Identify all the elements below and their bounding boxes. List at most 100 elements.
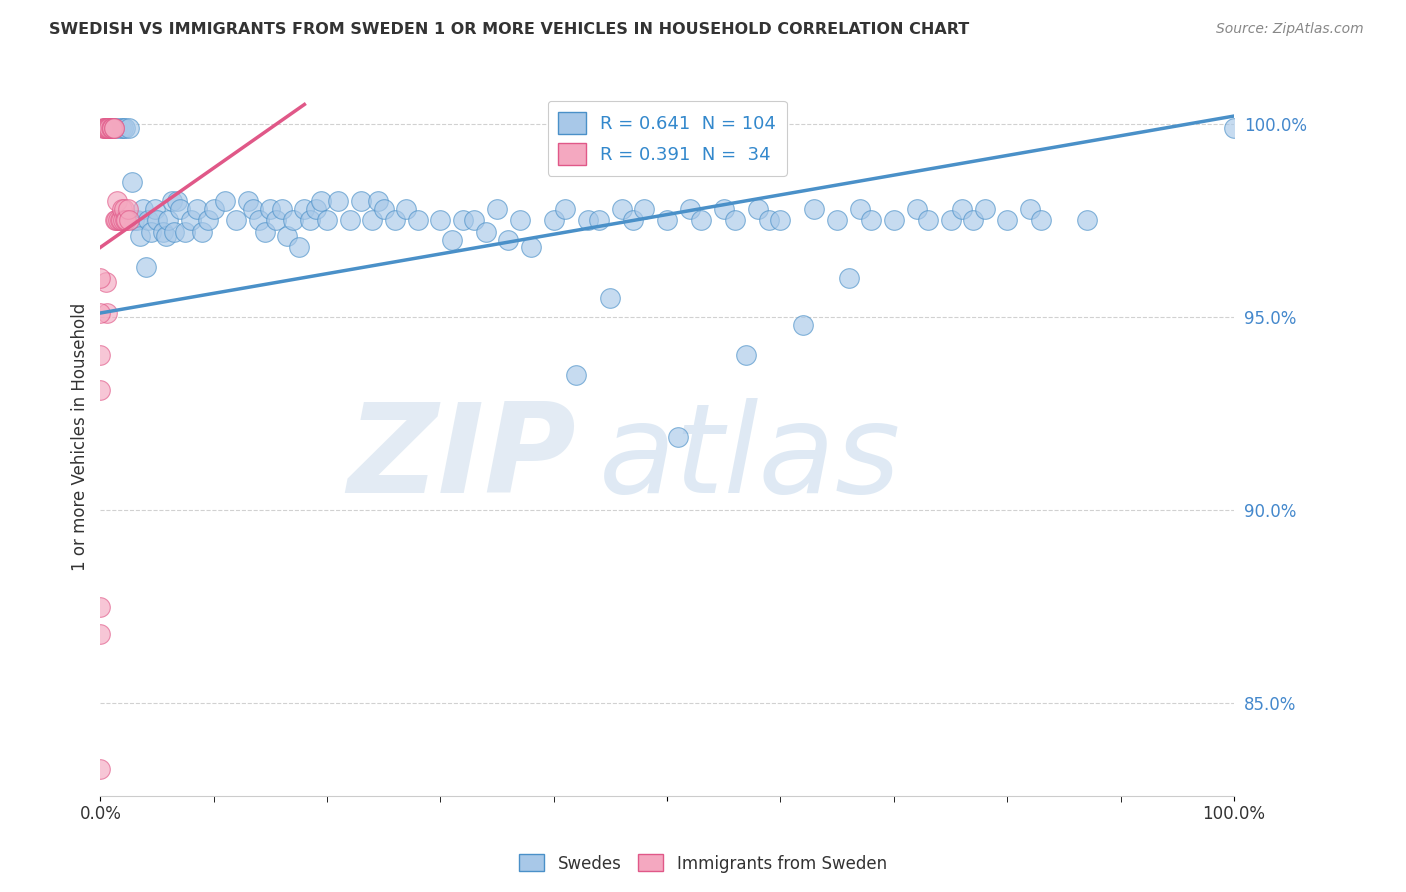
Point: [311, 194, 333, 208]
Point: [114, 213, 136, 227]
Point: [118, 213, 141, 227]
Point: [155, 228, 177, 243]
Point: [91, 120, 114, 135]
Point: [860, 213, 883, 227]
Point: [96, 120, 118, 135]
Point: [129, 228, 152, 243]
Point: [105, 194, 128, 208]
Text: Source: ZipAtlas.com: Source: ZipAtlas.com: [1216, 22, 1364, 37]
Point: [214, 194, 236, 208]
Point: [950, 202, 973, 216]
Point: [406, 213, 429, 227]
Point: [186, 202, 208, 216]
Legend: R = 0.641  N = 104, R = 0.391  N =  34: R = 0.641 N = 104, R = 0.391 N = 34: [547, 101, 787, 176]
Point: [141, 225, 163, 239]
Point: [384, 213, 406, 227]
Point: [105, 213, 128, 227]
Point: [939, 213, 962, 227]
Point: [94, 120, 117, 135]
Y-axis label: 1 or more Vehicles in Household: 1 or more Vehicles in Household: [72, 302, 89, 571]
Point: [588, 213, 610, 227]
Point: [169, 202, 191, 216]
Point: [995, 213, 1018, 227]
Point: [849, 202, 872, 216]
Point: [93, 120, 115, 135]
Point: [633, 202, 655, 216]
Point: [108, 213, 131, 227]
Point: [115, 213, 138, 227]
Point: [610, 202, 633, 216]
Point: [107, 213, 129, 227]
Point: [292, 202, 315, 216]
Point: [112, 202, 135, 216]
Point: [121, 175, 143, 189]
Point: [1018, 202, 1040, 216]
Point: [89, 349, 111, 363]
Point: [166, 194, 188, 208]
Point: [520, 240, 543, 254]
Point: [543, 213, 565, 227]
Point: [94, 120, 117, 135]
Point: [621, 213, 644, 227]
Point: [599, 291, 621, 305]
Point: [287, 240, 309, 254]
Point: [100, 120, 122, 135]
Point: [825, 213, 848, 227]
Point: [373, 202, 395, 216]
Point: [96, 306, 118, 320]
Point: [463, 213, 485, 227]
Point: [1223, 120, 1246, 135]
Point: [89, 271, 111, 285]
Point: [486, 202, 509, 216]
Point: [160, 194, 183, 208]
Point: [89, 384, 111, 398]
Point: [554, 202, 576, 216]
Point: [97, 120, 120, 135]
Point: [98, 120, 121, 135]
Point: [498, 233, 520, 247]
Point: [89, 599, 111, 614]
Point: [440, 233, 463, 247]
Point: [247, 213, 270, 227]
Point: [474, 225, 496, 239]
Point: [305, 202, 328, 216]
Point: [110, 213, 132, 227]
Point: [690, 213, 713, 227]
Point: [89, 306, 111, 320]
Point: [163, 225, 186, 239]
Point: [103, 120, 125, 135]
Point: [735, 349, 758, 363]
Point: [259, 202, 281, 216]
Point: [100, 120, 122, 135]
Point: [655, 213, 678, 227]
Point: [792, 318, 814, 332]
Point: [103, 120, 125, 135]
Point: [180, 213, 202, 227]
Point: [803, 202, 825, 216]
Point: [758, 213, 780, 227]
Point: [276, 228, 298, 243]
Point: [299, 213, 322, 227]
Point: [281, 213, 304, 227]
Point: [111, 213, 134, 227]
Point: [105, 120, 128, 135]
Point: [100, 120, 122, 135]
Point: [110, 120, 132, 135]
Point: [136, 213, 159, 227]
Point: [157, 213, 180, 227]
Point: [724, 213, 747, 227]
Point: [202, 202, 225, 216]
Point: [100, 120, 122, 135]
Point: [328, 194, 350, 208]
Point: [197, 213, 219, 227]
Point: [118, 120, 141, 135]
Point: [973, 202, 995, 216]
Point: [1076, 213, 1098, 227]
Point: [713, 202, 735, 216]
Point: [94, 120, 117, 135]
Point: [124, 213, 146, 227]
Point: [917, 213, 939, 227]
Point: [100, 120, 122, 135]
Point: [367, 194, 389, 208]
Point: [135, 260, 157, 274]
